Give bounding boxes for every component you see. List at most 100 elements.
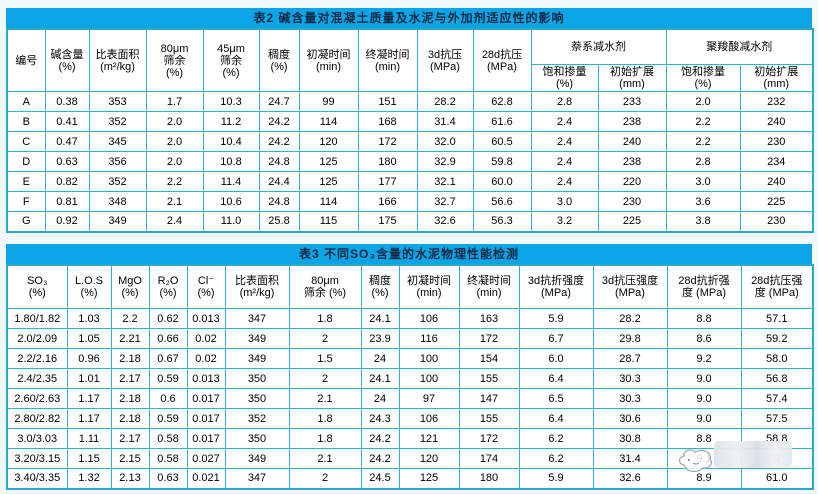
table-cell: 6.7 bbox=[518, 328, 594, 349]
col-header-consistency: 稠度 (%) bbox=[360, 264, 400, 309]
table-cell: 24.7 bbox=[258, 91, 300, 112]
table-cell: 114 bbox=[298, 111, 359, 132]
table-cell: 11.4 bbox=[202, 171, 260, 192]
table-cell: 60.0 bbox=[472, 171, 532, 192]
table-row: F 0.81 348 2.1 10.6 24.8 114 166 32.7 56.6 3.0 230 3… bbox=[6, 191, 814, 212]
table-cell: 1.11 bbox=[66, 428, 112, 449]
table-cell: 125 bbox=[298, 171, 359, 192]
table-cell: 350 bbox=[224, 428, 290, 449]
table-cell: 352 bbox=[88, 171, 147, 192]
table-cell: 32.6 bbox=[592, 468, 668, 489]
table-cell: 5.9 bbox=[518, 468, 594, 489]
table-cell: 30.8 bbox=[592, 428, 668, 449]
table-cell: 0.017 bbox=[186, 388, 226, 409]
table-cell: 24.5 bbox=[360, 468, 400, 489]
table-cell: 59.8 bbox=[472, 151, 532, 172]
col-header-80um-residue: 80μm 筛余 (%) bbox=[288, 264, 362, 309]
table-cell: 3.8 bbox=[665, 211, 741, 232]
table-cell: 106 bbox=[398, 408, 460, 429]
table-cell: 6.2 bbox=[518, 428, 594, 449]
table-row: 2.60/2.63 1.17 2.18 0.6 0.017 350 2.1 24 97 147 6.… bbox=[6, 388, 814, 409]
table-cell: 28.2 bbox=[416, 91, 474, 112]
table-cell: 232 bbox=[739, 91, 814, 112]
table-cell: 240 bbox=[739, 111, 814, 132]
table-cell: 350 bbox=[224, 388, 290, 409]
table-cell: 2.2 bbox=[665, 131, 741, 152]
table-row: A 0.38 353 1.7 10.3 24.7 99 151 28.2 62.8 2.8 233 2.… bbox=[6, 91, 814, 112]
table-cell: 8.6 bbox=[666, 328, 742, 349]
table-cell: 0.63 bbox=[44, 151, 90, 172]
col-header-surface-area: 比表面积 (m²/kg) bbox=[88, 28, 147, 92]
table-row: B 0.41 352 2.0 11.2 24.2 114 168 31.4 61.6 2.4 238 2… bbox=[6, 111, 814, 132]
col-header-initial-set: 初凝时间 (min) bbox=[298, 28, 359, 92]
table2-title: 表2 碱含量对混凝土质量及水泥与外加剂适应性的影响 bbox=[6, 8, 812, 28]
table-cell: 120 bbox=[298, 131, 359, 152]
table-cell: 0.96 bbox=[66, 348, 112, 369]
col-header-consistency: 稠度 (%) bbox=[258, 28, 300, 92]
col-header-alkali: 碱含量 (%) bbox=[44, 28, 90, 92]
table-cell: 57.4 bbox=[740, 388, 814, 409]
table-cell: 3.0/3.03 bbox=[6, 428, 68, 449]
table-cell: 2.4 bbox=[530, 111, 599, 132]
table-cell: 349 bbox=[224, 348, 290, 369]
col-header-final-set: 终凝时间 (min) bbox=[458, 264, 520, 309]
table-cell: 24.1 bbox=[360, 308, 400, 329]
col-header-3d-compressive: 3d抗压强度 (MPa) bbox=[592, 264, 668, 309]
table-cell: 1.8 bbox=[288, 408, 362, 429]
table-cell: 352 bbox=[224, 408, 290, 429]
table-cell: 1.17 bbox=[66, 408, 112, 429]
table-cell: 0.47 bbox=[44, 131, 90, 152]
group-header-polycarboxylate: 聚羧酸减水剂 bbox=[665, 28, 814, 65]
table-cell: E bbox=[6, 171, 46, 192]
table-cell: 0.02 bbox=[186, 328, 226, 349]
table2-body: A 0.38 353 1.7 10.3 24.7 99 151 28.2 62.8 2.8 233 2.… bbox=[6, 91, 814, 232]
table-cell: 0.82 bbox=[44, 171, 90, 192]
table-cell: 151 bbox=[357, 91, 418, 112]
table-cell: 115 bbox=[298, 211, 359, 232]
table-cell: 0.013 bbox=[186, 308, 226, 329]
table3: SO₃ (%) L.O.S (%) MgO (%) R₂O (%) Cl⁻ (%… bbox=[6, 264, 814, 490]
table-cell: 0.58 bbox=[148, 448, 188, 469]
table-cell: 2.4 bbox=[145, 211, 204, 232]
table-cell: 10.6 bbox=[202, 191, 260, 212]
col-header-naph-spread: 初始扩展 (mm) bbox=[597, 64, 667, 92]
table-cell: 225 bbox=[739, 191, 814, 212]
table-row: 2.80/2.82 1.17 2.18 0.59 0.017 352 1.8 24.3 106 1… bbox=[6, 408, 814, 429]
table-cell: 1.8 bbox=[288, 308, 362, 329]
table-cell: 350 bbox=[224, 368, 290, 389]
table-cell: 99 bbox=[298, 91, 359, 112]
table-cell: 29.8 bbox=[592, 328, 668, 349]
table-cell: 230 bbox=[739, 211, 814, 232]
table-cell: 61.0 bbox=[740, 468, 814, 489]
table-cell: 2.18 bbox=[110, 388, 150, 409]
table-cell: 2 bbox=[288, 368, 362, 389]
table-cell: 6.0 bbox=[518, 348, 594, 369]
col-header-mgo: MgO (%) bbox=[110, 264, 150, 309]
col-header-initial-set: 初凝时间 (min) bbox=[398, 264, 460, 309]
table-cell: 166 bbox=[357, 191, 418, 212]
table-row: D 0.63 356 2.0 10.8 24.8 125 180 32.9 59.8 2.4 238 2… bbox=[6, 151, 814, 172]
table-cell: 352 bbox=[88, 111, 147, 132]
table-cell: 2 bbox=[288, 468, 362, 489]
group-header-naphthalene: 萘系减水剂 bbox=[530, 28, 667, 65]
table-cell: 175 bbox=[357, 211, 418, 232]
table-cell: 2.17 bbox=[110, 428, 150, 449]
table-cell: 3.40/3.35 bbox=[6, 468, 68, 489]
table-cell: 116 bbox=[398, 328, 460, 349]
table-cell: A bbox=[6, 91, 46, 112]
table-cell: G bbox=[6, 211, 46, 232]
table-cell: 1.03 bbox=[66, 308, 112, 329]
table-cell: 2.0 bbox=[145, 111, 204, 132]
table-row: 2.0/2.09 1.05 2.21 0.66 0.02 349 2 23.9 116 172 6.… bbox=[6, 328, 814, 349]
table-cell: D bbox=[6, 151, 46, 172]
table-cell: 2.4 bbox=[530, 151, 599, 172]
table-cell: 24.1 bbox=[360, 368, 400, 389]
table-row: 2.2/2.16 0.96 2.18 0.67 0.02 349 1.5 24 100 154 6.… bbox=[6, 348, 814, 369]
col-header-so3: SO₃ (%) bbox=[6, 264, 68, 309]
table-cell: 1.05 bbox=[66, 328, 112, 349]
table-cell: 233 bbox=[597, 91, 667, 112]
table-cell: 1.7 bbox=[145, 91, 204, 112]
table-cell: 30.6 bbox=[592, 408, 668, 429]
col-header-surface-area: 比表面积 (m²/kg) bbox=[224, 264, 290, 309]
